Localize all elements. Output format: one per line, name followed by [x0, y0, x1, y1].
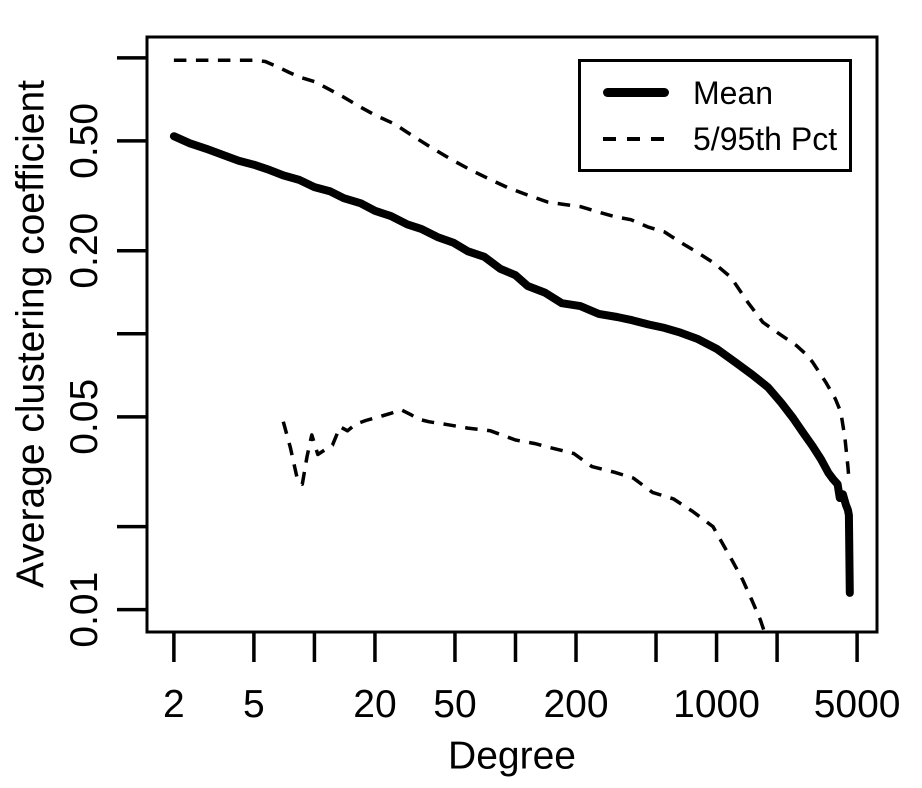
mean-line-sample-icon — [603, 88, 669, 97]
mean-line — [169, 132, 854, 597]
x-tick-label: 20 — [353, 683, 396, 726]
x-tick-label: 5 — [243, 683, 265, 726]
y-tick-label: 0.50 — [63, 103, 106, 179]
x-tick-label: 5000 — [814, 683, 901, 726]
y-tick-label: 0.05 — [63, 379, 106, 455]
x-tick-label: 50 — [433, 683, 476, 726]
pct-line-sample-icon — [603, 136, 669, 141]
x-tick-label: 1000 — [673, 683, 760, 726]
legend-entry-pct: 5/95th Pct — [581, 123, 849, 155]
legend: Mean 5/95th Pct — [578, 59, 852, 172]
x-tick-label: 2 — [163, 683, 185, 726]
p5-line — [281, 408, 767, 632]
y-tick-label: 0.01 — [63, 572, 106, 648]
legend-entry-mean: Mean — [581, 77, 849, 109]
plot-border — [145, 35, 879, 634]
p95-line — [173, 58, 851, 483]
x-tick-label: 200 — [543, 683, 608, 726]
x-axis-title: Degree — [448, 734, 576, 778]
legend-label-mean: Mean — [693, 74, 774, 111]
y-tick-label: 0.20 — [63, 213, 106, 289]
y-axis-title: Average clustering coefficient — [9, 79, 53, 589]
legend-label-pct: 5/95th Pct — [693, 120, 838, 157]
